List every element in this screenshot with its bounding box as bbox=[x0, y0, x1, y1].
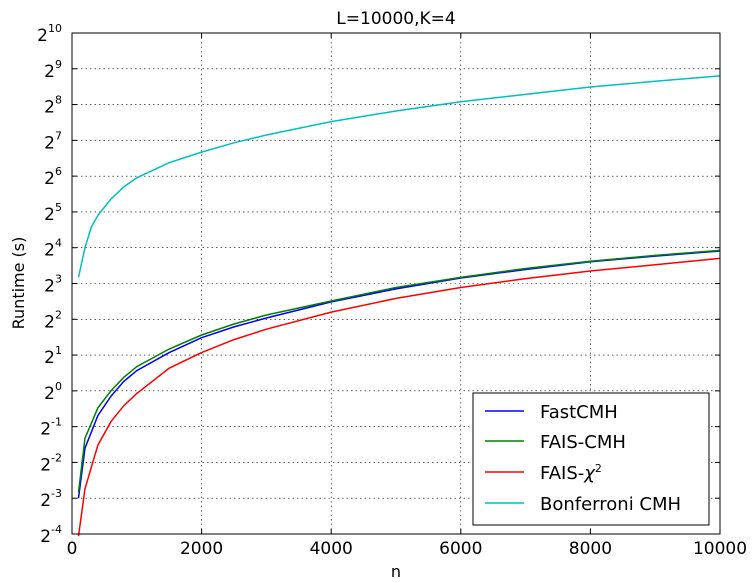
chart-title: L=10000,K=4 bbox=[336, 9, 455, 29]
series-line-bonferroni-cmh bbox=[77, 75, 721, 278]
y-tick-label: 2-2 bbox=[40, 451, 62, 475]
y-tick-label: 2-3 bbox=[40, 487, 62, 511]
series-line-fais-cmh bbox=[77, 249, 721, 493]
x-tick-label: 4000 bbox=[310, 539, 353, 559]
y-tick-label: 26 bbox=[44, 165, 62, 189]
x-tick-label: 6000 bbox=[439, 539, 482, 559]
grid bbox=[72, 33, 720, 534]
legend-label-faischi-symbol: χ bbox=[583, 463, 596, 484]
y-tick-label: 28 bbox=[44, 94, 62, 118]
series-group bbox=[77, 75, 721, 537]
y-tick-label: 210 bbox=[37, 22, 62, 46]
legend: FastCMH FAIS-CMH FAIS-χ2 Bonferroni CMH bbox=[472, 392, 710, 526]
x-tick-label: 2000 bbox=[180, 539, 223, 559]
y-tick-label: 24 bbox=[44, 237, 62, 261]
legend-label-bonferroni: Bonferroni CMH bbox=[540, 494, 681, 515]
y-axis-ticks: 2-4 2-3 2-2 2-1 20 21 22 23 24 25 26 27 28 29 210 bbox=[37, 22, 720, 547]
x-tick-label: 10000 bbox=[693, 539, 747, 559]
y-tick-label: 23 bbox=[44, 273, 62, 297]
legend-label-faischi: FAIS-χ2 bbox=[540, 462, 602, 484]
y-tick-label: 25 bbox=[44, 201, 62, 225]
y-tick-label: 29 bbox=[44, 58, 62, 82]
x-tick-label: 8000 bbox=[569, 539, 612, 559]
y-tick-label: 2-4 bbox=[40, 523, 62, 547]
y-tick-label: 21 bbox=[44, 344, 62, 368]
legend-label-faischi-prefix: FAIS- bbox=[540, 463, 584, 484]
y-tick-label: 27 bbox=[44, 129, 62, 153]
series-line-fastcmh bbox=[77, 250, 721, 499]
legend-label-faischi-sup: 2 bbox=[595, 462, 602, 475]
x-tick-label: 0 bbox=[67, 539, 78, 559]
x-axis-ticks: 0 2000 4000 6000 8000 10000 bbox=[67, 33, 747, 559]
y-tick-label: 22 bbox=[44, 308, 62, 332]
legend-label-fastcmh: FastCMH bbox=[540, 402, 618, 423]
y-axis-label: Runtime (s) bbox=[9, 237, 28, 330]
legend-label-faiscmh: FAIS-CMH bbox=[540, 432, 626, 453]
y-tick-label: 2-1 bbox=[40, 416, 62, 440]
x-axis-label: n bbox=[391, 562, 401, 581]
y-tick-label: 20 bbox=[44, 380, 62, 404]
series-line-fais bbox=[77, 257, 721, 537]
